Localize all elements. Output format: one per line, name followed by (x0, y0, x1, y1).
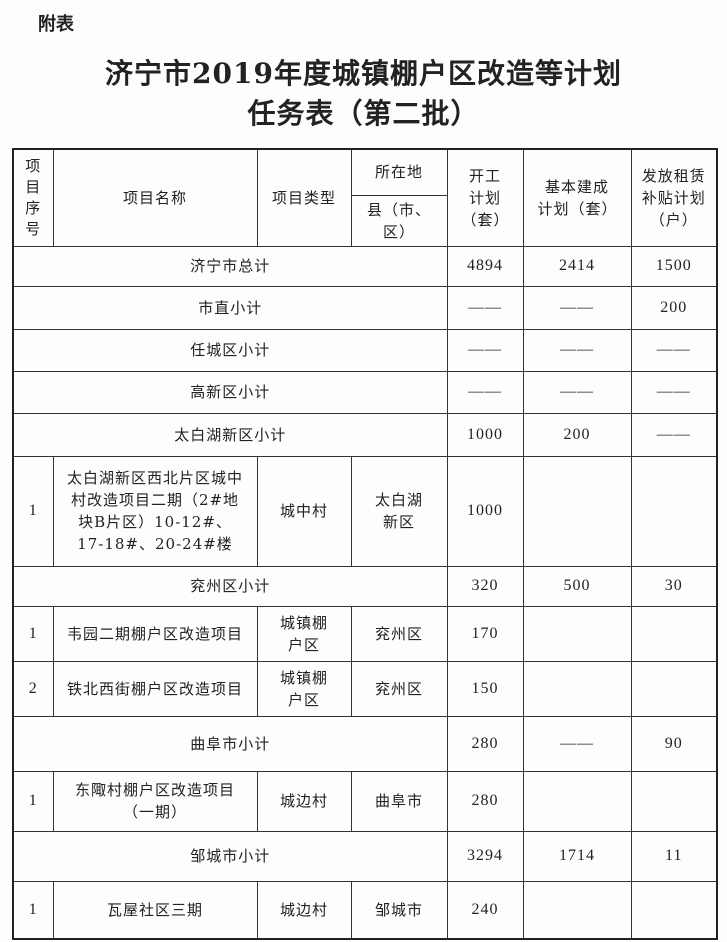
project-county: 曲阜市 (350, 770, 448, 832)
header-built: 基本建成计划（套） (522, 148, 632, 247)
document-subtitle: 任务表（第二批） (247, 97, 480, 130)
summary-label: 任城区小计 (12, 328, 448, 372)
project-name: 韦园二期棚户区改造项目 (52, 605, 258, 662)
project-name: 铁北西街棚户区改造项目 (52, 660, 258, 717)
subsidy-plan-value: —— (630, 328, 718, 372)
subsidy-plan-value (630, 660, 718, 717)
summary-row-taibaihu: 太白湖新区小计 1000 200 —— (12, 412, 718, 457)
built-plan-value (522, 770, 632, 832)
header-start: 开工计划（套） (446, 148, 524, 247)
project-row: 1 瓦屋社区三期 城边村 邹城市 240 (12, 880, 718, 940)
built-plan-value: 500 (522, 565, 632, 607)
built-plan-value: —— (522, 715, 632, 772)
built-plan-value: 200 (522, 412, 632, 457)
subsidy-plan-value: 200 (630, 285, 718, 330)
project-type: 城中村 (256, 455, 352, 567)
start-plan-value: 240 (446, 880, 524, 940)
built-plan-value (522, 880, 632, 940)
summary-row-shizhi: 市直小计 —— —— 200 (12, 285, 718, 330)
start-plan-value: 3294 (446, 830, 524, 882)
subsidy-plan-value (630, 880, 718, 940)
start-plan-value: 1000 (446, 455, 524, 567)
subsidy-plan-value (630, 770, 718, 832)
summary-label: 高新区小计 (12, 370, 448, 414)
start-plan-value: 1000 (446, 412, 524, 457)
document-title: 济宁市2019年度城镇棚户区改造等计划 (105, 57, 622, 90)
project-row: 2 铁北西街棚户区改造项目 城镇棚户区 兖州区 150 (12, 660, 718, 717)
start-plan-value: 280 (446, 770, 524, 832)
built-plan-value: 1714 (522, 830, 632, 882)
start-plan-value: —— (446, 370, 524, 414)
summary-row-zoucheng: 邹城市小计 3294 1714 11 (12, 830, 718, 882)
start-plan-value: 170 (446, 605, 524, 662)
annex-label: 附表 (38, 14, 74, 35)
project-seq: 1 (12, 880, 54, 940)
project-seq: 1 (12, 770, 54, 832)
summary-row-total: 济宁市总计 4894 2414 1500 (12, 245, 718, 287)
start-plan-value: 280 (446, 715, 524, 772)
header-location: 所在地 (350, 148, 448, 196)
project-seq: 2 (12, 660, 54, 717)
subsidy-plan-value (630, 605, 718, 662)
summary-label: 曲阜市小计 (12, 715, 448, 772)
built-plan-value: —— (522, 285, 632, 330)
task-table: 项目序号 项目名称 项目类型 所在地 开工计划（套） 基本建成计划（套） 发放租… (12, 148, 718, 940)
subsidy-plan-value: —— (630, 370, 718, 414)
start-plan-value: 150 (446, 660, 524, 717)
subsidy-plan-value: 11 (630, 830, 718, 882)
summary-label: 济宁市总计 (12, 245, 448, 287)
project-row: 1 太白湖新区西北片区城中村改造项目二期（2#地块B片区）10-12#、17-18… (12, 455, 718, 567)
summary-label: 邹城市小计 (12, 830, 448, 882)
subsidy-plan-value (630, 455, 718, 567)
built-plan-value: —— (522, 370, 632, 414)
start-plan-value: 4894 (446, 245, 524, 287)
start-plan-value: —— (446, 285, 524, 330)
summary-label: 太白湖新区小计 (12, 412, 448, 457)
built-plan-value: —— (522, 328, 632, 372)
start-plan-value: —— (446, 328, 524, 372)
header-type: 项目类型 (256, 148, 352, 247)
project-type: 城镇棚户区 (256, 660, 352, 717)
subsidy-plan-value: 90 (630, 715, 718, 772)
project-county: 兖州区 (350, 660, 448, 717)
summary-row-qufu: 曲阜市小计 280 —— 90 (12, 715, 718, 772)
header-county: 县（市、区） (350, 194, 448, 247)
summary-row-gaoxin: 高新区小计 —— —— —— (12, 370, 718, 414)
project-seq: 1 (12, 455, 54, 567)
project-county: 兖州区 (350, 605, 448, 662)
summary-row-yanzhou: 兖州区小计 320 500 30 (12, 565, 718, 607)
project-type: 城边村 (256, 770, 352, 832)
subsidy-plan-value: 30 (630, 565, 718, 607)
project-row: 1 韦园二期棚户区改造项目 城镇棚户区 兖州区 170 (12, 605, 718, 662)
project-row: 1 东陬村棚户区改造项目（一期） 城边村 曲阜市 280 (12, 770, 718, 832)
built-plan-value (522, 605, 632, 662)
project-county: 太白湖新区 (350, 455, 448, 567)
header-subsidy: 发放租赁补贴计划（户） (630, 148, 718, 247)
header-name: 项目名称 (52, 148, 258, 247)
built-plan-value (522, 455, 632, 567)
subsidy-plan-value: —— (630, 412, 718, 457)
built-plan-value: 2414 (522, 245, 632, 287)
header-seq: 项目序号 (12, 148, 54, 247)
summary-label: 市直小计 (12, 285, 448, 330)
subsidy-plan-value: 1500 (630, 245, 718, 287)
project-name: 东陬村棚户区改造项目（一期） (52, 770, 258, 832)
project-type: 城镇棚户区 (256, 605, 352, 662)
summary-label: 兖州区小计 (12, 565, 448, 607)
project-county: 邹城市 (350, 880, 448, 940)
project-name: 瓦屋社区三期 (52, 880, 258, 940)
project-type: 城边村 (256, 880, 352, 940)
summary-row-rencheng: 任城区小计 —— —— —— (12, 328, 718, 372)
project-seq: 1 (12, 605, 54, 662)
built-plan-value (522, 660, 632, 717)
start-plan-value: 320 (446, 565, 524, 607)
project-name: 太白湖新区西北片区城中村改造项目二期（2#地块B片区）10-12#、17-18#… (52, 455, 258, 567)
